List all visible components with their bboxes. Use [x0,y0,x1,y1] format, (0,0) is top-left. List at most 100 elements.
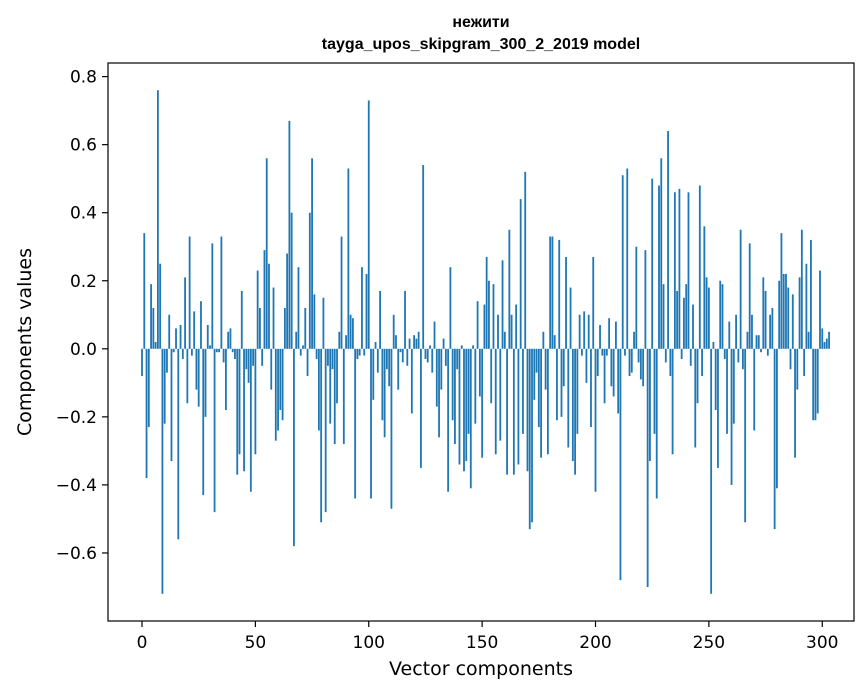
bar-233 [669,348,672,377]
bar-188 [567,348,570,448]
bar-37 [225,348,227,411]
bar-66 [290,212,293,349]
x-tick-label: 50 [245,633,267,653]
bar-289 [796,348,799,390]
bar-46 [245,348,248,370]
y-tick-label: 0.4 [70,204,97,224]
bar-94 [354,348,357,499]
bar-164 [512,348,515,475]
bar-181 [551,236,554,349]
bar-206 [608,318,611,349]
bar-41 [234,348,236,360]
bar-219 [637,348,640,363]
bar-220 [639,348,642,380]
bar-79 [320,348,323,523]
bar-266 [744,348,747,523]
bar-274 [762,277,765,349]
bar-65 [288,120,291,349]
bar-180 [549,236,552,349]
bar-229 [660,158,663,349]
bar-228 [658,185,660,349]
bar-58 [272,287,275,349]
bar-121 [415,338,418,349]
bar-156 [494,348,497,455]
bar-286 [789,348,792,370]
bar-162 [508,229,511,349]
bar-132 [440,348,443,390]
bar-271 [755,335,758,349]
bar-300 [821,328,824,349]
bar-124 [422,165,425,349]
bar-291 [800,229,803,349]
bar-281 [778,280,781,349]
bar-261 [732,348,735,424]
x-tick-label: 100 [353,633,385,653]
bar-272 [757,335,760,349]
bar-197 [587,314,590,349]
bar-76 [313,294,316,349]
bar-36 [222,348,225,363]
bar-50 [254,348,257,455]
bar-171 [528,348,531,530]
y-tick-label: 0.0 [70,340,97,360]
bar-166 [517,348,520,465]
bar-183 [556,348,558,421]
bar-127 [429,345,431,349]
bar-118 [408,338,411,349]
bar-302 [825,338,828,349]
bar-16 [177,348,180,540]
bar-10 [163,348,166,424]
bar-55 [265,158,268,349]
bar-222 [644,250,647,349]
y-tick-label: −0.4 [56,476,97,496]
bar-120 [413,335,416,349]
bar-151 [483,304,486,349]
bar-303 [828,331,830,349]
bar-21 [188,236,191,349]
bar-44 [240,290,243,349]
y-tick-label: −0.2 [56,408,97,428]
bar-138 [454,348,456,445]
bar-19 [184,277,186,349]
bar-60 [277,348,279,431]
bar-74 [308,212,311,349]
bar-243 [692,304,694,349]
axes-group: 0 50 100 150 200 250 300 −0.6 −0.4 −0.2 0.0 0.2 0.4 0… [56,62,855,653]
bar-59 [274,348,277,441]
bar-117 [406,348,409,366]
bar-128 [431,348,434,373]
bar-263 [737,348,740,363]
bar-123 [420,348,422,468]
bar-193 [578,314,581,349]
bar-85 [333,348,336,445]
bar-190 [571,348,574,462]
bar-187 [565,256,567,349]
bar-218 [635,246,638,349]
bar-142 [463,348,465,472]
bar-83 [329,348,332,424]
bar-43 [238,348,241,455]
bar-130 [435,348,438,407]
bar-99 [365,273,368,349]
bar-204 [603,348,606,404]
bar-68 [295,331,298,349]
bar-139 [456,348,459,370]
bar-9 [161,348,164,594]
bar-246 [698,185,701,349]
bar-6 [154,342,157,349]
bar-278 [771,307,774,349]
bar-238 [680,348,683,360]
bar-159 [501,260,504,349]
bar-49 [252,348,255,366]
x-tick-label: 250 [693,633,725,653]
bar-262 [735,314,737,349]
plot-frame [107,62,855,622]
bar-61 [279,348,282,411]
bar-268 [748,243,751,349]
bar-225 [651,178,654,349]
bar-112 [395,335,397,349]
bar-186 [562,348,565,387]
bar-20 [186,348,189,404]
